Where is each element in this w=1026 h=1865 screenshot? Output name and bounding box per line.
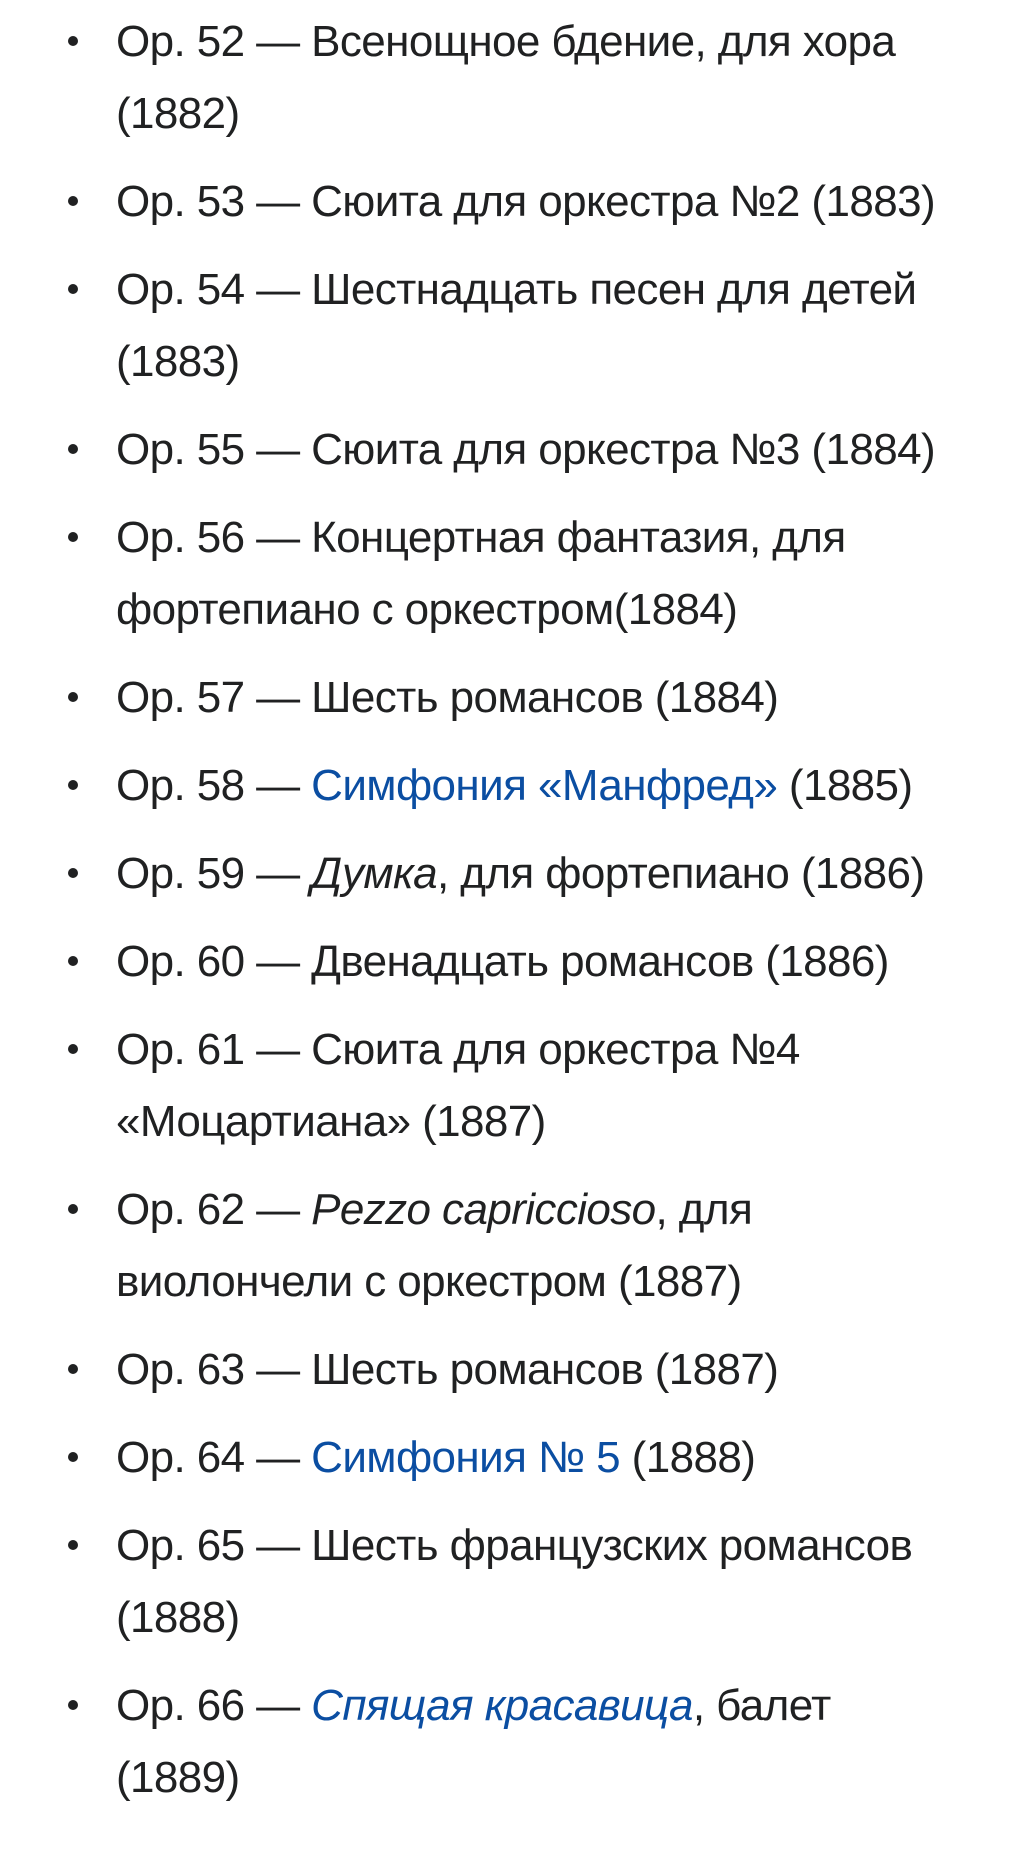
list-item: Ор. 64 — Симфония № 5 (1888) xyxy=(0,1422,1026,1494)
list-item: Ор. 66 — Спящая красавица, балет (1889) xyxy=(0,1670,1026,1814)
bullet-icon xyxy=(68,284,78,294)
list-item-line: Ор. 65 — Шесть французских романсов xyxy=(116,1510,1026,1582)
list-item: Ор. 54 — Шестнадцать песен для детей (188… xyxy=(0,254,1026,398)
list-item-text: Ор. 61 — Сюита для оркестра №4 xyxy=(116,1025,800,1074)
list-item-line: фортепиано с оркестром(1884) xyxy=(116,574,1026,646)
list-item-text: Ор. 62 — xyxy=(116,1185,312,1234)
bullet-icon xyxy=(68,1540,78,1550)
list-item-line: Ор. 63 — Шесть романсов (1887) xyxy=(116,1334,1026,1406)
list-item-text: , для xyxy=(655,1185,753,1234)
list-item-text: Ор. 66 — xyxy=(116,1681,312,1730)
bullet-icon xyxy=(68,1364,78,1374)
article-link[interactable]: Спящая красавица xyxy=(311,1681,693,1730)
list-item-text: Ор. 59 — xyxy=(116,849,312,898)
list-item: Ор. 57 — Шесть романсов (1884) xyxy=(0,662,1026,734)
list-item: Ор. 62 — Pezzo capriccioso, для виолончел… xyxy=(0,1174,1026,1318)
list-item-line: Ор. 53 — Сюита для оркестра №2 (1883) xyxy=(116,166,1026,238)
list-item-line: Ор. 58 — Симфония «Манфред» (1885) xyxy=(116,750,1026,822)
opus-list: Ор. 52 — Всенощное бдение, для хора (1882… xyxy=(0,6,1026,1814)
list-item-text: (1889) xyxy=(116,1753,240,1802)
bullet-icon xyxy=(68,1452,78,1462)
list-item-text: Ор. 54 — Шестнадцать песен для детей xyxy=(116,265,917,314)
list-item-text: Ор. 65 — Шесть французских романсов xyxy=(116,1521,913,1570)
list-item-line: «Моцартиана» (1887) xyxy=(116,1086,1026,1158)
list-item-line: (1888) xyxy=(116,1582,1026,1654)
list-item-line: Ор. 57 — Шесть романсов (1884) xyxy=(116,662,1026,734)
list-item: Ор. 59 — Думка, для фортепиано (1886) xyxy=(0,838,1026,910)
bullet-icon xyxy=(68,532,78,542)
italic-title: Думка xyxy=(311,849,438,898)
list-item-line: Ор. 54 — Шестнадцать песен для детей xyxy=(116,254,1026,326)
list-item-line: (1882) xyxy=(116,78,1026,150)
list-item-line: Ор. 56 — Концертная фантазия, для xyxy=(116,502,1026,574)
list-item-text: (1883) xyxy=(116,337,240,386)
list-item-line: Ор. 64 — Симфония № 5 (1888) xyxy=(116,1422,1026,1494)
list-item-line: Ор. 62 — Pezzo capriccioso, для xyxy=(116,1174,1026,1246)
article-link[interactable]: Симфония № 5 xyxy=(311,1433,621,1482)
list-item-line: Ор. 52 — Всенощное бдение, для хора xyxy=(116,6,1026,78)
article-link[interactable]: Симфония «Манфред» xyxy=(311,761,778,810)
list-item-text: (1888) xyxy=(116,1593,240,1642)
list-item-text: Ор. 57 — Шесть романсов (1884) xyxy=(116,673,779,722)
list-item-text: Ор. 64 — xyxy=(116,1433,312,1482)
list-item-text: фортепиано с оркестром(1884) xyxy=(116,585,738,634)
list-item-line: (1883) xyxy=(116,326,1026,398)
bullet-icon xyxy=(68,868,78,878)
list-item: Ор. 55 — Сюита для оркестра №3 (1884) xyxy=(0,414,1026,486)
list-item-text: Ор. 63 — Шесть романсов (1887) xyxy=(116,1345,779,1394)
list-item-text: (1888) xyxy=(620,1433,756,1482)
list-item: Ор. 53 — Сюита для оркестра №2 (1883) xyxy=(0,166,1026,238)
list-item-text: виолончели с оркестром (1887) xyxy=(116,1257,742,1306)
list-item-text: Ор. 53 — Сюита для оркестра №2 (1883) xyxy=(116,177,936,226)
list-item: Ор. 61 — Сюита для оркестра №4 «Моцартиан… xyxy=(0,1014,1026,1158)
bullet-icon xyxy=(68,780,78,790)
list-item-line: Ор. 61 — Сюита для оркестра №4 xyxy=(116,1014,1026,1086)
list-item-text: , для фортепиано (1886) xyxy=(437,849,925,898)
list-item-line: Ор. 55 — Сюита для оркестра №3 (1884) xyxy=(116,414,1026,486)
list-item-text: «Моцартиана» (1887) xyxy=(116,1097,546,1146)
list-item-text: Ор. 56 — Концертная фантазия, для xyxy=(116,513,846,562)
bullet-icon xyxy=(68,1700,78,1710)
bullet-icon xyxy=(68,444,78,454)
list-item: Ор. 60 — Двенадцать романсов (1886) xyxy=(0,926,1026,998)
list-item-text: , балет xyxy=(692,1681,831,1730)
list-item-text: Ор. 55 — Сюита для оркестра №3 (1884) xyxy=(116,425,936,474)
list-item-line: Ор. 59 — Думка, для фортепиано (1886) xyxy=(116,838,1026,910)
list-item-text: Ор. 60 — Двенадцать романсов (1886) xyxy=(116,937,889,986)
list-item: Ор. 65 — Шесть французских романсов (1888… xyxy=(0,1510,1026,1654)
bullet-icon xyxy=(68,692,78,702)
list-item-text: (1882) xyxy=(116,89,240,138)
list-item-line: виолончели с оркестром (1887) xyxy=(116,1246,1026,1318)
list-item-text: (1885) xyxy=(777,761,913,810)
list-item-line: Ор. 66 — Спящая красавица, балет xyxy=(116,1670,1026,1742)
list-item: Ор. 63 — Шесть романсов (1887) xyxy=(0,1334,1026,1406)
list-item: Ор. 56 — Концертная фантазия, для фортепи… xyxy=(0,502,1026,646)
italic-title: Pezzo capriccioso xyxy=(311,1185,656,1234)
list-item: Ор. 52 — Всенощное бдение, для хора (1882… xyxy=(0,6,1026,150)
list-item-text: Ор. 52 — Всенощное бдение, для хора xyxy=(116,17,896,66)
bullet-icon xyxy=(68,1204,78,1214)
bullet-icon xyxy=(68,36,78,46)
list-item-line: (1889) xyxy=(116,1742,1026,1814)
bullet-icon xyxy=(68,196,78,206)
list-item: Ор. 58 — Симфония «Манфред» (1885) xyxy=(0,750,1026,822)
bullet-icon xyxy=(68,1044,78,1054)
list-item-line: Ор. 60 — Двенадцать романсов (1886) xyxy=(116,926,1026,998)
bullet-icon xyxy=(68,956,78,966)
list-item-text: Ор. 58 — xyxy=(116,761,312,810)
